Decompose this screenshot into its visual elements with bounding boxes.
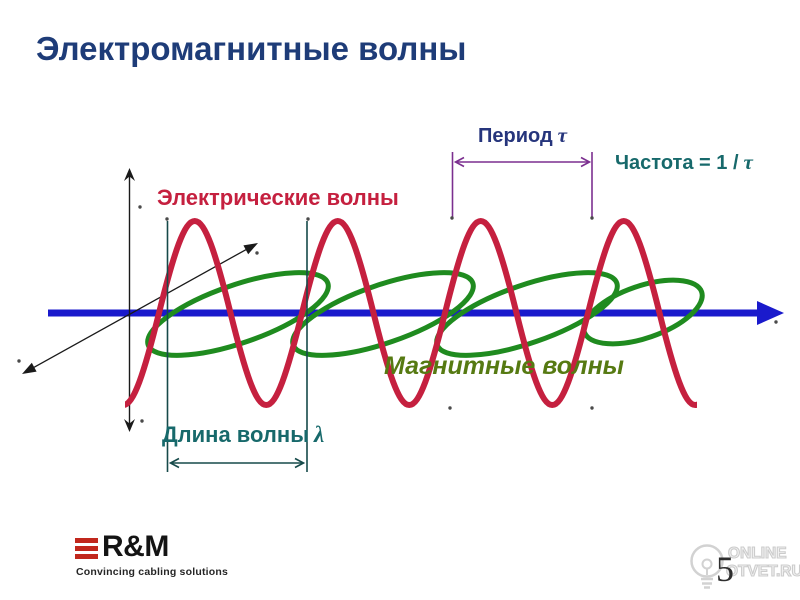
diagonal-axis-lower-arrowhead (22, 362, 37, 374)
lambda-symbol: λ (314, 421, 325, 447)
watermark-line2: OTVET.RU (725, 562, 800, 580)
electric-wave-curve (125, 218, 697, 408)
frequency-label: Частота = 1 /τ (615, 150, 753, 175)
diagonal-axis-upper-arrowhead (243, 243, 258, 255)
tau-symbol: τ (557, 123, 567, 147)
period-text: Период (478, 125, 553, 147)
period-bracket (451, 152, 593, 219)
rm-logo-text: R&M (102, 530, 169, 563)
anchor-dots (17, 205, 778, 423)
watermark-line1: ONLINE (727, 544, 787, 562)
wavelength-bracket (166, 221, 308, 472)
period-label: Период τ (478, 123, 567, 148)
frequency-text: Частота = 1 / (615, 152, 739, 174)
watermark: ONLINE OTVET.RU (686, 542, 800, 592)
vertical-axis-up-arrowhead (124, 168, 135, 181)
diagonal-axis (29, 246, 251, 371)
lightbulb-icon (690, 544, 724, 589)
vertical-axis-down-arrowhead (124, 419, 135, 432)
electric-waves-label: Электрические волны (157, 185, 399, 210)
page-number: 5 (716, 549, 734, 589)
wavelength-text: Длина волны (162, 422, 309, 447)
propagation-axis-arrowhead (757, 301, 784, 325)
rm-logo-tagline: Convincing cabling solutions (76, 566, 229, 578)
wavelength-label: Длина волны λ (162, 421, 324, 448)
magnetic-waves-label: Магнитные волны (384, 352, 625, 380)
slide-title: Электромагнитные волны (36, 30, 467, 67)
rm-logo-bars-icon (75, 538, 98, 562)
tau-symbol: τ (743, 150, 753, 174)
